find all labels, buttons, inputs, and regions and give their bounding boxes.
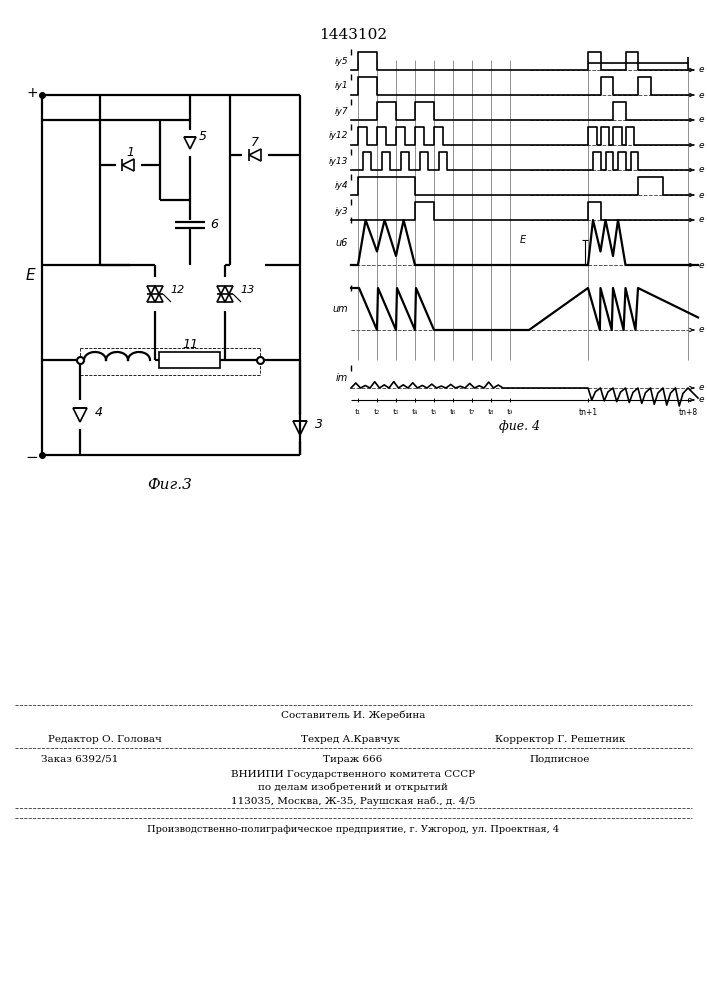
Text: e: e	[699, 91, 704, 100]
Text: iy4: iy4	[334, 182, 348, 190]
Text: 1443102: 1443102	[319, 28, 387, 42]
Text: 1: 1	[126, 145, 134, 158]
Text: 5: 5	[199, 130, 207, 143]
Text: 6: 6	[210, 219, 218, 232]
Text: Фиг.3: Фиг.3	[148, 478, 192, 492]
Text: im: im	[336, 373, 348, 383]
Text: ВНИИПИ Государственного комитета СССР: ВНИИПИ Государственного комитета СССР	[231, 770, 475, 779]
Text: +: +	[26, 86, 37, 100]
Text: e: e	[699, 395, 704, 404]
Text: Производственно-полиграфическое предприятие, г. Ужгород, ул. Проектная, 4: Производственно-полиграфическое предприя…	[147, 825, 559, 834]
Text: t₉: t₉	[507, 408, 513, 416]
Text: Тираж 666: Тираж 666	[323, 755, 382, 764]
Text: t₁: t₁	[355, 408, 361, 416]
Text: 11: 11	[182, 338, 198, 352]
Text: 13: 13	[240, 285, 255, 295]
Text: iy12: iy12	[329, 131, 348, 140]
Text: Подписное: Подписное	[530, 755, 590, 764]
Text: e: e	[699, 216, 704, 225]
Text: Заказ 6392/51: Заказ 6392/51	[41, 755, 119, 764]
Text: tn+8: tn+8	[679, 408, 698, 417]
Text: iy7: iy7	[334, 106, 348, 115]
Text: t₆: t₆	[450, 408, 456, 416]
Text: e: e	[699, 383, 704, 392]
Text: t₂: t₂	[374, 408, 380, 416]
Text: 3: 3	[315, 418, 323, 432]
Text: e: e	[699, 165, 704, 174]
Text: u6: u6	[336, 238, 348, 248]
Text: iy5: iy5	[334, 56, 348, 66]
Text: 7: 7	[251, 135, 259, 148]
Text: iy13: iy13	[329, 156, 348, 165]
Text: t₄: t₄	[412, 408, 418, 416]
Text: 113035, Москва, Ж-35, Раушская наб., д. 4/5: 113035, Москва, Ж-35, Раушская наб., д. …	[230, 796, 475, 806]
Bar	[159, 352, 220, 368]
Text: um: um	[332, 304, 348, 314]
Text: −: −	[25, 450, 38, 464]
Text: e: e	[699, 140, 704, 149]
Text: Редактор О. Головач: Редактор О. Головач	[48, 735, 162, 744]
Text: E: E	[25, 267, 35, 282]
Text: e: e	[699, 326, 704, 334]
Text: iy3: iy3	[334, 207, 348, 216]
Text: по делам изобретений и открытий: по делам изобретений и открытий	[258, 783, 448, 792]
Text: iy1: iy1	[334, 82, 348, 91]
Text: 12: 12	[170, 285, 185, 295]
Text: t₈: t₈	[488, 408, 494, 416]
Text: Корректор Г. Решетник: Корректор Г. Решетник	[495, 735, 625, 744]
Text: e: e	[699, 66, 704, 75]
Text: tn+1: tn+1	[578, 408, 597, 417]
Text: E: E	[520, 235, 526, 245]
Text: e: e	[699, 190, 704, 200]
Text: e: e	[699, 260, 704, 269]
Text: Составитель И. Жеребина: Составитель И. Жеребина	[281, 710, 425, 720]
Text: Техред А.Кравчук: Техред А.Кравчук	[300, 735, 399, 744]
Text: t₃: t₃	[393, 408, 399, 416]
Text: t₅: t₅	[431, 408, 437, 416]
Text: фuе. 4: фuе. 4	[499, 420, 541, 433]
Text: 4: 4	[95, 406, 103, 418]
Text: t₇: t₇	[469, 408, 475, 416]
Text: e: e	[699, 115, 704, 124]
